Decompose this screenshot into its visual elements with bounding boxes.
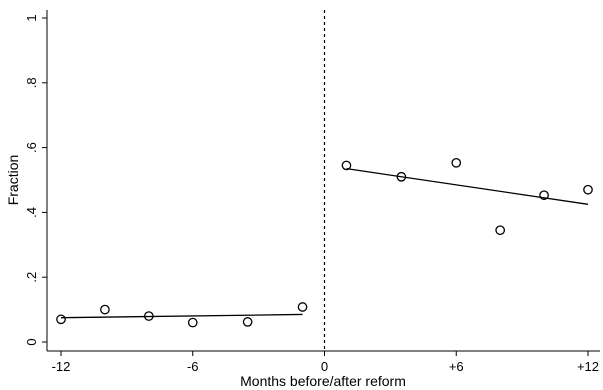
x-ticks: -12 -6 0 +6 +12 bbox=[52, 351, 599, 374]
data-point-before bbox=[242, 317, 253, 327]
y-tick-label: .2 bbox=[24, 272, 39, 283]
data-point-before bbox=[297, 302, 308, 312]
y-axis-label: Fraction bbox=[5, 155, 21, 206]
data-point-after bbox=[341, 160, 352, 171]
y-tick-label: .8 bbox=[24, 77, 39, 88]
fit-line-after bbox=[346, 168, 589, 205]
x-axis-label: Months before/after reform bbox=[240, 373, 406, 389]
y-tick-label: .4 bbox=[24, 207, 39, 218]
fit-line-before bbox=[60, 313, 303, 319]
x-tick-label: +12 bbox=[577, 359, 599, 374]
x-tick-label: -6 bbox=[187, 359, 199, 374]
x-tick-label: 0 bbox=[321, 359, 328, 374]
data-point-before bbox=[100, 304, 110, 315]
y-tick-label: .6 bbox=[24, 142, 39, 153]
y-tick-label: 1 bbox=[24, 14, 39, 21]
y-ticks: 0 .2 .4 .6 .8 1 bbox=[24, 14, 47, 346]
data-point-before bbox=[187, 317, 198, 328]
data-point-after bbox=[396, 171, 407, 182]
data-points bbox=[56, 157, 593, 328]
data-point-after bbox=[451, 157, 462, 168]
y-tick-label: 0 bbox=[24, 338, 39, 345]
data-point-before bbox=[56, 314, 66, 325]
data-point-after bbox=[583, 184, 593, 195]
data-point-after bbox=[539, 190, 549, 201]
data-point-before bbox=[143, 311, 154, 321]
data-point-after bbox=[495, 225, 506, 236]
x-tick-label: +6 bbox=[449, 359, 464, 374]
x-tick-label: -12 bbox=[52, 359, 71, 374]
